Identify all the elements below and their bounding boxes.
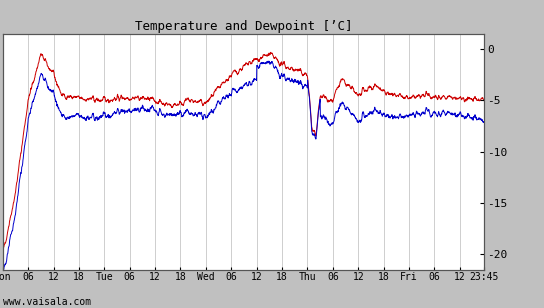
Title: Temperature and Dewpoint [’C]: Temperature and Dewpoint [’C] (135, 20, 352, 33)
Text: www.vaisala.com: www.vaisala.com (3, 297, 91, 307)
